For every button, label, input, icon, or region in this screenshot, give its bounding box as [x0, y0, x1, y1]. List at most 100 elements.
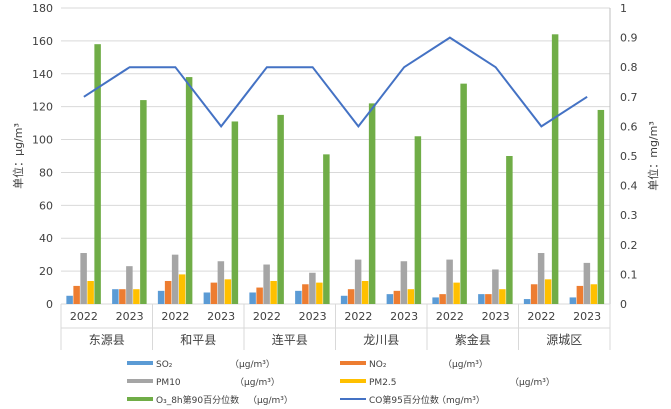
bar-PM10 — [354, 259, 362, 304]
legend-label: NO₂ — [369, 360, 387, 370]
y-right-tick-label: 0.5 — [620, 150, 638, 163]
bar-PM2.5 — [178, 274, 186, 304]
x-group-label: 连平县 — [272, 332, 308, 347]
y-right-tick-label: 0.2 — [620, 239, 638, 252]
bar-O₃_8h第90百分位数 — [460, 83, 467, 305]
bar-SO₂ — [157, 290, 165, 304]
y-right-tick-label: 0.1 — [620, 268, 638, 281]
bar-SO₂ — [112, 289, 119, 304]
bar-PM10 — [263, 264, 270, 304]
bar-O₃_8h第90百分位数 — [277, 114, 284, 304]
bar-SO₂ — [249, 292, 256, 304]
x-year-label: 2023 — [116, 310, 144, 323]
x-group-label: 源城区 — [546, 333, 582, 347]
bar-SO₂ — [569, 297, 577, 304]
bar-O₃_8h第90百分位数 — [368, 103, 376, 304]
y-left-tick-label: 20 — [39, 265, 53, 278]
legend-unit: （μg/m³） — [443, 359, 488, 370]
bar-PM2.5 — [316, 282, 323, 304]
line-series-co — [83, 36, 588, 129]
bar-PM2.5 — [453, 282, 460, 304]
x-year-label: 2022 — [527, 310, 555, 323]
y-left-tick-label: 100 — [32, 134, 53, 147]
bar-NO₂ — [576, 285, 584, 304]
bar-O₃_8h第90百分位数 — [323, 154, 330, 304]
y-left-tick-label: 80 — [39, 166, 53, 179]
y-right-tick-label: 1 — [620, 2, 627, 15]
bar-SO₂ — [386, 294, 394, 304]
bar-PM10 — [80, 253, 87, 304]
x-year-label: 2023 — [573, 310, 601, 323]
bar-SO₂ — [523, 299, 531, 304]
y-right-tick-label: 0.4 — [620, 180, 638, 193]
legend-label: SO₂ — [156, 360, 173, 370]
bar-PM10 — [309, 272, 316, 304]
bar-PM2.5 — [590, 284, 598, 304]
y-left-tick-label: 120 — [32, 101, 53, 114]
bar-SO₂ — [203, 292, 211, 304]
bar-SO₂ — [66, 295, 73, 304]
bar-SO₂ — [478, 294, 485, 304]
y-right-tick-label: 0.8 — [620, 61, 638, 74]
x-year-label: 2023 — [482, 310, 510, 323]
y-left-axis-title: 单位：μg/m³ — [11, 123, 25, 189]
bar-NO₂ — [256, 287, 263, 304]
legend-unit: （μg/m³） — [235, 377, 280, 388]
y-left-tick-label: 40 — [39, 232, 53, 245]
x-year-label: 2023 — [390, 310, 418, 323]
bar-O₃_8h第90百分位数 — [506, 156, 513, 304]
x-year-label: 2022 — [161, 310, 189, 323]
legend-unit: （μg/m³） — [510, 377, 555, 388]
bar-SO₂ — [295, 290, 302, 304]
y-left-tick-label: 180 — [32, 2, 53, 15]
x-group-label: 和平县 — [180, 333, 216, 347]
y-right-axis-title: 单位：mg/m³ — [646, 121, 660, 191]
bar-NO₂ — [119, 289, 126, 304]
bar-PM10 — [446, 259, 453, 304]
legend-unit: （mg/m³） — [437, 395, 485, 406]
bar-NO₂ — [530, 284, 538, 304]
bar-NO₂ — [302, 284, 309, 304]
legend-label: PM2.5 — [369, 378, 397, 388]
bar-SO₂ — [432, 297, 439, 304]
bar-PM10 — [217, 261, 225, 304]
bar-PM2.5 — [361, 280, 369, 304]
x-year-label: 2022 — [253, 310, 281, 323]
x-year-label: 2022 — [70, 310, 98, 323]
bar-NO₂ — [485, 294, 492, 304]
y-left-tick-label: 60 — [39, 199, 53, 212]
legend-label: PM10 — [156, 378, 181, 388]
bar-PM10 — [537, 253, 545, 304]
bar-PM10 — [400, 261, 408, 304]
y-right-tick-label: 0.3 — [620, 209, 638, 222]
bar-PM10 — [492, 269, 499, 304]
bar-PM2.5 — [133, 289, 140, 304]
bar-PM2.5 — [87, 280, 94, 304]
bar-NO₂ — [439, 294, 446, 304]
bar-O₃_8h第90百分位数 — [414, 136, 422, 304]
y-right-tick-label: 0.9 — [620, 32, 638, 45]
y-right-tick-label: 0.7 — [620, 91, 638, 104]
x-group-label: 龙川县 — [363, 333, 399, 347]
bar-NO₂ — [164, 280, 172, 304]
legend-unit: （μg/m³） — [230, 359, 275, 370]
x-year-label: 2022 — [344, 310, 372, 323]
x-group-label: 紫金县 — [455, 332, 491, 347]
legend-label: CO第95百分位数 — [369, 394, 439, 406]
bar-SO₂ — [340, 295, 348, 304]
bar-NO₂ — [210, 282, 218, 304]
bar-PM2.5 — [270, 280, 277, 304]
bar-PM10 — [126, 266, 133, 304]
bar-NO₂ — [347, 289, 355, 304]
y-left-tick-label: 0 — [46, 298, 53, 311]
bar-PM10 — [171, 254, 179, 304]
bar-PM2.5 — [499, 289, 506, 304]
bar-O₃_8h第90百分位数 — [231, 121, 239, 304]
y-right-tick-label: 0 — [620, 298, 627, 311]
bar-NO₂ — [393, 290, 401, 304]
x-year-label: 2023 — [207, 310, 235, 323]
x-year-label: 2023 — [299, 310, 327, 323]
bar-O₃_8h第90百分位数 — [597, 109, 605, 304]
y-left-tick-label: 160 — [32, 35, 53, 48]
